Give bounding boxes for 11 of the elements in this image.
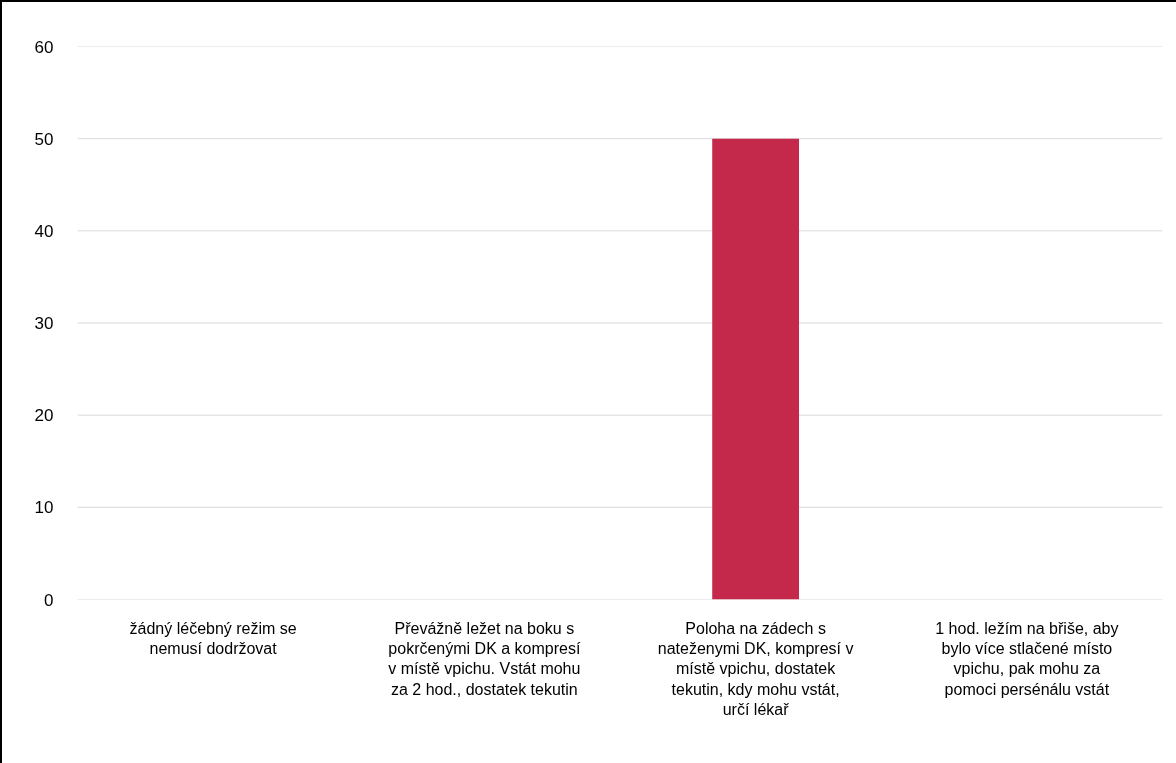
y-tick-label: 20 — [34, 406, 54, 426]
x-tick-label: Převážně ležet na boku s pokrčenými DK a kompresí v místě vpichu. Vstát mohu za 2 hod., dostatek tekutin — [388, 619, 581, 698]
y-tick-label: 50 — [34, 129, 54, 149]
y-tick-label: 0 — [44, 590, 54, 610]
x-tick-label: Poloha na zádech s nateženymi DK, kompresí v místě vpichu, dostatek tekutin, kdy mohu vstát, určí lékař — [657, 619, 854, 719]
x-tick-label: žádný léčebný režim se nemusí dodržovat — [129, 619, 297, 657]
y-tick-label: 40 — [34, 221, 54, 241]
y-tick-label: 60 — [34, 37, 54, 57]
y-tick-label: 30 — [34, 314, 54, 333]
y-tick-label: 10 — [34, 498, 54, 518]
x-tick-label: 1 hod. ležím na břiše, aby bylo více stlačené místo vpichu, pak mohu za pomoci persénálu vstát — [935, 619, 1119, 698]
